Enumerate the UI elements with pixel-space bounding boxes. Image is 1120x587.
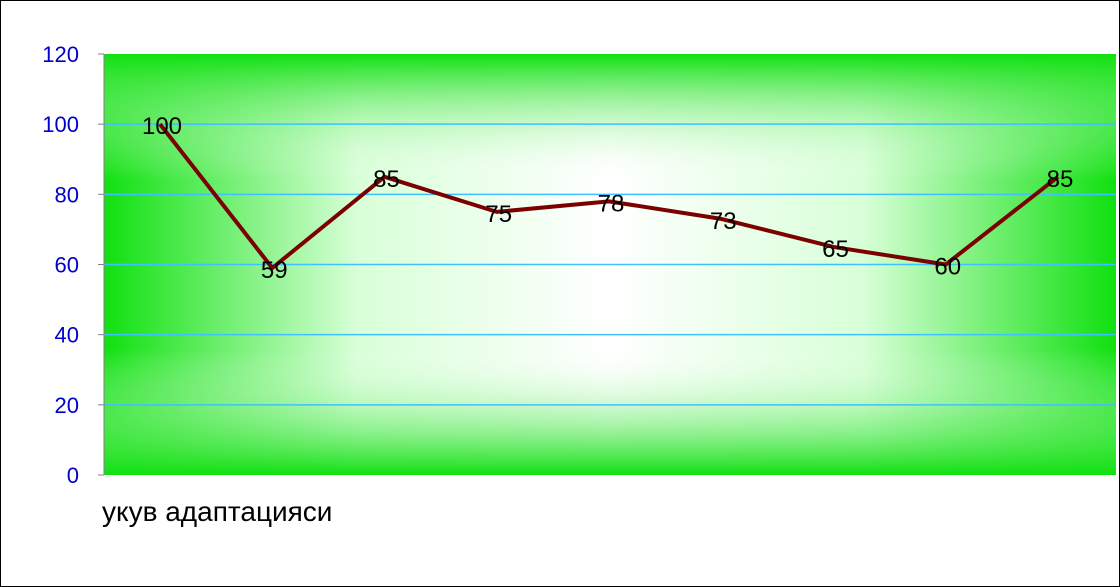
data-label: 75 [485, 201, 512, 228]
y-tick-label: 100 [42, 112, 79, 137]
y-tick-label: 0 [67, 463, 79, 488]
data-label: 73 [710, 208, 737, 235]
y-tick-label: 40 [55, 323, 79, 348]
data-label: 59 [261, 257, 288, 284]
y-tick-label: 60 [55, 253, 79, 278]
legend-label: укув адаптацияси [102, 496, 333, 527]
y-tick-label: 80 [55, 182, 79, 207]
data-label: 85 [1047, 166, 1074, 193]
data-label: 65 [822, 236, 849, 263]
data-label: 85 [373, 166, 400, 193]
data-labels: 100 59 85 75 78 73 65 60 85 [142, 113, 1073, 284]
data-label: 78 [598, 190, 625, 217]
y-tick-label: 20 [55, 393, 79, 418]
data-label: 60 [934, 254, 961, 281]
y-tick-label: 120 [42, 42, 79, 67]
series-line-group [158, 122, 1060, 271]
y-axis: 0 20 40 60 80 100 120 [42, 42, 105, 488]
data-label: 100 [142, 113, 182, 140]
